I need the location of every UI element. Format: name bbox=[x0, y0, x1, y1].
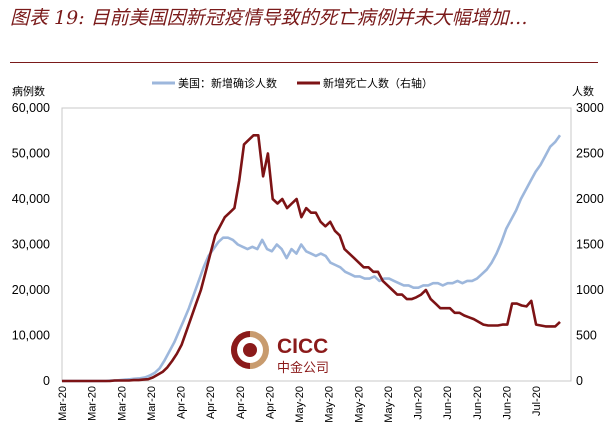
y-left-tick-label: 40,000 bbox=[12, 192, 50, 206]
x-tick-label: May-20 bbox=[353, 386, 365, 423]
y-left-tick-label: 30,000 bbox=[12, 238, 50, 252]
y-axis-left-title: 病例数 bbox=[12, 84, 45, 98]
y-right-tick-label: 3000 bbox=[576, 101, 604, 115]
y-axis-right-ticks: 3000 2500 2000 1500 1000 500 0 bbox=[576, 101, 604, 388]
y-left-tick-label: 50,000 bbox=[12, 147, 50, 161]
logo-text-chinese: 中金公司 bbox=[277, 360, 329, 376]
legend: 美国：新增确诊人数 新增死亡人数（右轴） bbox=[152, 76, 433, 90]
chart-title: 图表 19: 目前美国因新冠疫情导致的死亡病例并未大幅增加… bbox=[10, 7, 528, 29]
logo-crescent-icon bbox=[231, 331, 250, 369]
x-tick-label: Mar-20 bbox=[116, 386, 128, 421]
x-tick-label: Jun-20 bbox=[501, 386, 513, 420]
logo-text-latin: CICC bbox=[277, 335, 328, 358]
plot-area bbox=[61, 107, 572, 382]
x-tick-label: Apr-20 bbox=[205, 386, 217, 419]
x-tick-label: Apr-20 bbox=[176, 386, 188, 419]
x-tick-label: May-20 bbox=[324, 386, 336, 423]
y-axis-left-ticks: 60,000 50,000 40,000 30,000 20,000 10,000 0 bbox=[12, 101, 50, 388]
cicc-logo: CICC 中金公司 bbox=[231, 331, 329, 376]
x-tick-label: Jun-20 bbox=[413, 386, 425, 420]
y-right-tick-label: 2500 bbox=[576, 147, 604, 161]
x-tick-label: Mar-20 bbox=[87, 386, 99, 421]
x-tick-label: May-20 bbox=[294, 386, 306, 423]
y-right-tick-label: 1500 bbox=[576, 238, 604, 252]
x-tick-label: Jun-20 bbox=[472, 386, 484, 420]
y-right-tick-label: 0 bbox=[576, 374, 583, 388]
y-left-tick-label: 10,000 bbox=[12, 329, 50, 343]
legend-label-cases: 美国：新增确诊人数 bbox=[178, 76, 277, 90]
y-axis-right-title: 人数 bbox=[572, 85, 594, 98]
y-left-tick-label: 60,000 bbox=[12, 101, 50, 115]
y-left-tick-label: 20,000 bbox=[12, 283, 50, 297]
y-right-tick-label: 500 bbox=[576, 329, 597, 343]
y-right-tick-label: 2000 bbox=[576, 192, 604, 206]
x-tick-label: May-20 bbox=[383, 386, 395, 423]
series-line-new-cases bbox=[62, 134, 562, 383]
legend-label-deaths: 新增死亡人数（右轴） bbox=[323, 76, 433, 90]
title-divider bbox=[10, 62, 598, 63]
x-tick-label: Jul-20 bbox=[531, 386, 543, 416]
y-right-tick-label: 1000 bbox=[576, 283, 604, 297]
x-tick-label: Jun-20 bbox=[442, 386, 454, 420]
x-axis-ticks: Mar-20 Mar-20 Mar-20 Mar-20 Apr-20 Apr-20 Apr-… bbox=[57, 386, 543, 423]
x-tick-label: Apr-20 bbox=[235, 386, 247, 419]
logo-core-icon bbox=[243, 343, 257, 357]
x-tick-label: Mar-20 bbox=[57, 386, 69, 421]
y-left-tick-label: 0 bbox=[43, 374, 50, 388]
x-tick-label: Mar-20 bbox=[146, 386, 158, 421]
x-tick-label: Apr-20 bbox=[264, 386, 276, 419]
series-line-new-deaths bbox=[62, 134, 561, 383]
